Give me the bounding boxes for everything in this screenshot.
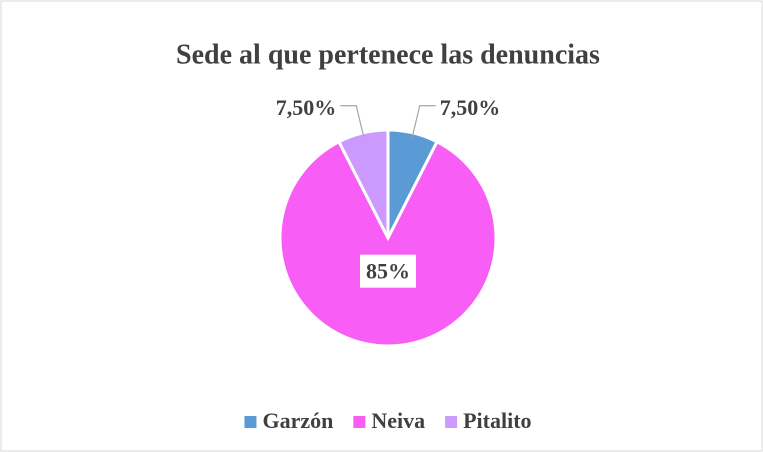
legend-label: Neiva	[371, 408, 425, 433]
leader-line	[411, 105, 436, 138]
legend-swatch	[244, 416, 257, 428]
legend-swatch	[445, 416, 458, 428]
data-label-group: 85%	[360, 254, 416, 288]
data-label: 7,50%	[276, 95, 337, 120]
pie-slice	[278, 139, 498, 348]
data-label: 85%	[366, 259, 410, 284]
legend-label: Garzón	[262, 408, 333, 433]
data-label-box	[360, 254, 416, 288]
leader-line	[340, 105, 365, 138]
data-label: 7,50%	[440, 95, 501, 120]
legend-swatch	[353, 416, 366, 428]
legend-label: Pitalito	[463, 408, 531, 433]
chart-title: Sede al que pertenece las denuncias	[176, 39, 600, 70]
